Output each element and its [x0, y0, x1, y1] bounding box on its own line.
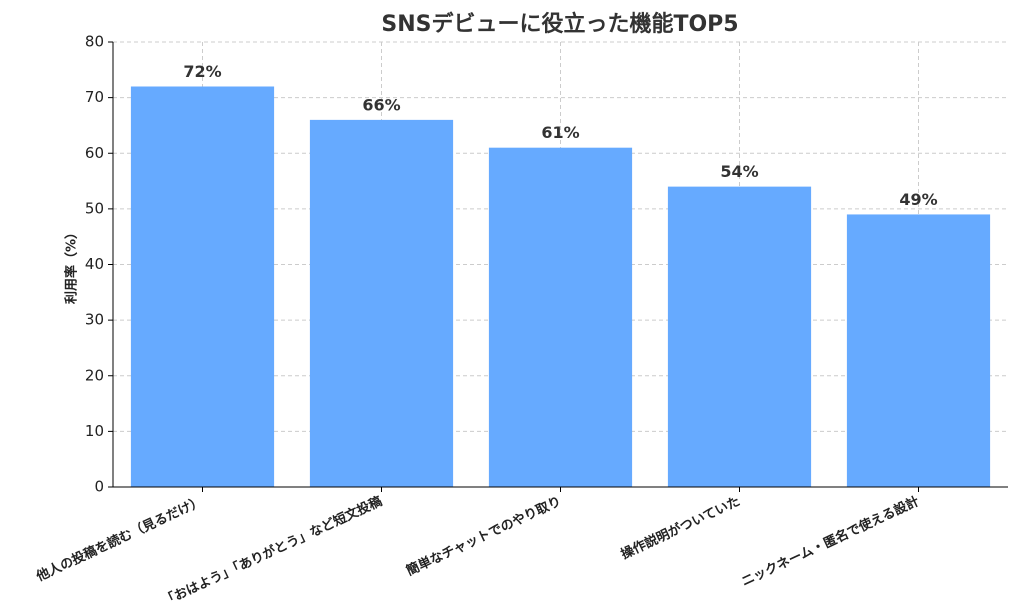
bar	[130, 86, 275, 487]
bar	[846, 214, 991, 487]
y-tick-label: 20	[85, 366, 104, 384]
x-tick-label: ニックネーム・匿名で使える設計	[739, 493, 922, 590]
x-tick-label: 他人の投稿を読む（見るだけ）	[33, 493, 206, 585]
value-label: 61%	[541, 123, 579, 142]
value-label: 66%	[362, 95, 400, 114]
value-label: 49%	[899, 190, 937, 209]
x-tick-label: 簡単なチャットでのやり取り	[403, 493, 564, 579]
y-axis-label: 利用率（%）	[64, 226, 80, 304]
value-label: 72%	[183, 62, 221, 81]
y-tick-label: 80	[85, 33, 104, 51]
y-tick-label: 30	[85, 311, 104, 329]
value-label: 54%	[720, 162, 758, 181]
y-tick-label: 70	[85, 88, 104, 106]
chart-title: SNSデビューに役立った機能TOP5	[381, 11, 738, 37]
x-tick-label: 操作説明がついていた	[618, 493, 742, 562]
bar	[488, 147, 633, 487]
y-tick-label: 40	[85, 255, 104, 273]
y-tick-label: 10	[85, 422, 104, 440]
bar	[667, 186, 812, 487]
y-tick-label: 60	[85, 144, 104, 162]
y-tick-label: 0	[94, 478, 104, 496]
y-tick-label: 50	[85, 199, 104, 217]
bar	[309, 119, 454, 487]
